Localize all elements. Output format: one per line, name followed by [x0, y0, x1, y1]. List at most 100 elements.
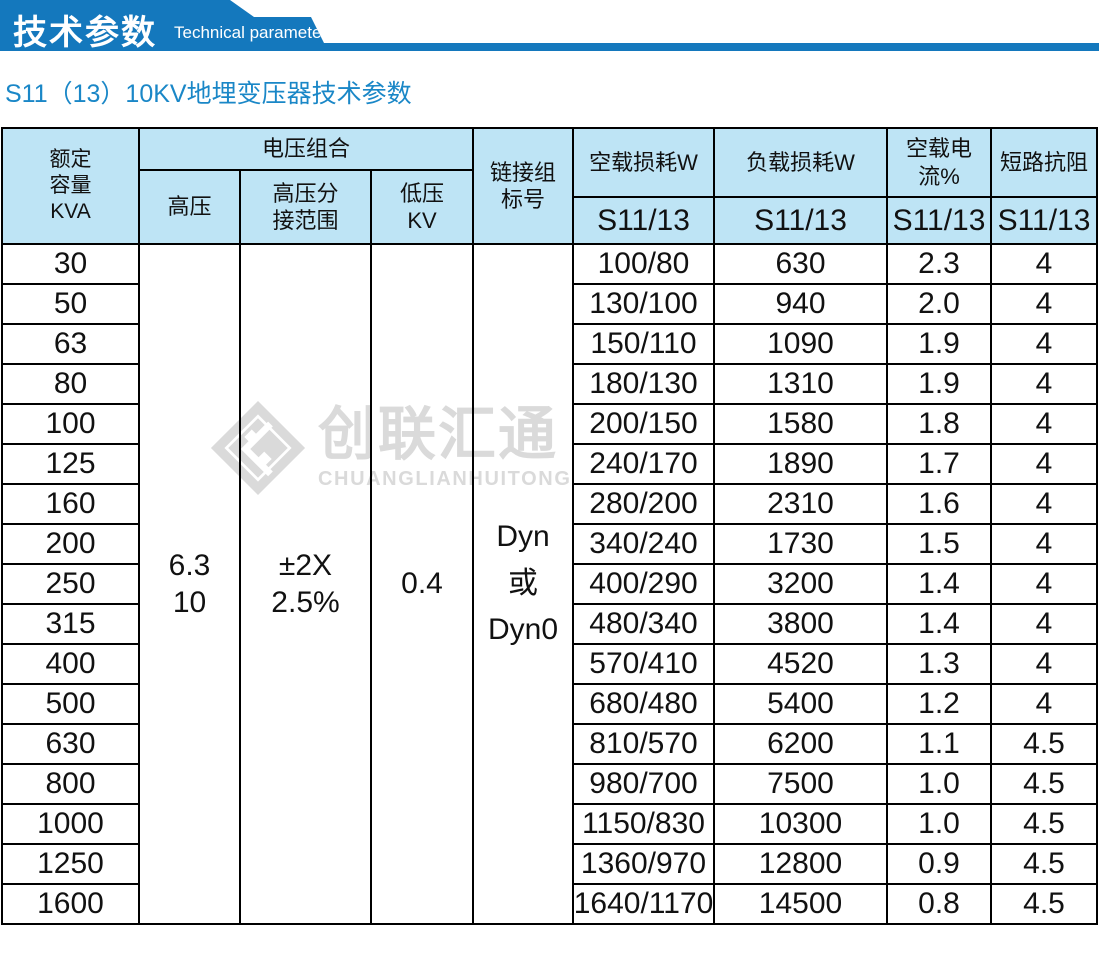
cell-noload: 180/130 — [573, 364, 714, 404]
cell-load: 10300 — [714, 804, 887, 844]
cell-current: 1.1 — [887, 724, 991, 764]
cell-kva: 1600 — [2, 884, 139, 924]
cell-kva: 800 — [2, 764, 139, 804]
cell-current: 1.3 — [887, 644, 991, 684]
cell-noload: 200/150 — [573, 404, 714, 444]
cell-current: 1.4 — [887, 564, 991, 604]
cell-impedance: 4 — [991, 364, 1097, 404]
cell-noload: 810/570 — [573, 724, 714, 764]
banner-title-zh: 技术参数 — [13, 14, 157, 52]
cell-impedance: 4 — [991, 284, 1097, 324]
cell-load: 4520 — [714, 644, 887, 684]
cell-noload: 240/170 — [573, 444, 714, 484]
subheader-noload-current-model: S11/13 — [887, 197, 991, 244]
cell-noload: 1360/970 — [573, 844, 714, 884]
header-rated-capacity: 额定 容量 KVA — [2, 128, 139, 244]
cell-kva: 500 — [2, 684, 139, 724]
cell-noload: 150/110 — [573, 324, 714, 364]
cell-kva: 1250 — [2, 844, 139, 884]
cell-load: 1890 — [714, 444, 887, 484]
cell-kva: 250 — [2, 564, 139, 604]
cell-current: 2.0 — [887, 284, 991, 324]
cell-kva: 630 — [2, 724, 139, 764]
cell-noload: 480/340 — [573, 604, 714, 644]
cell-kva: 315 — [2, 604, 139, 644]
header-low-voltage: 低压 KV — [371, 170, 473, 244]
cell-load: 1730 — [714, 524, 887, 564]
cell-kva: 1000 — [2, 804, 139, 844]
cell-load: 6200 — [714, 724, 887, 764]
cell-current: 1.4 — [887, 604, 991, 644]
cell-kva: 100 — [2, 404, 139, 444]
cell-impedance: 4 — [991, 484, 1097, 524]
cell-load: 1310 — [714, 364, 887, 404]
cell-noload: 1150/830 — [573, 804, 714, 844]
cell-high-voltage-value: 6.3 10 — [139, 244, 240, 924]
cell-current: 2.3 — [887, 244, 991, 284]
cell-noload: 570/410 — [573, 644, 714, 684]
cell-low-voltage-value: 0.4 — [371, 244, 473, 924]
cell-impedance: 4.5 — [991, 804, 1097, 844]
cell-current: 1.5 — [887, 524, 991, 564]
cell-kva: 400 — [2, 644, 139, 684]
cell-kva: 50 — [2, 284, 139, 324]
cell-load: 940 — [714, 284, 887, 324]
subheader-noload-loss-model: S11/13 — [573, 197, 714, 244]
cell-impedance: 4 — [991, 644, 1097, 684]
header-link-group: 链接组 标号 — [473, 128, 573, 244]
header-voltage-group: 电压组合 — [139, 128, 473, 170]
cell-noload: 1640/1170 — [573, 884, 714, 924]
cell-current: 1.7 — [887, 444, 991, 484]
section-subtitle: S11（13）10KV地埋变压器技术参数 — [5, 80, 412, 108]
cell-noload: 340/240 — [573, 524, 714, 564]
cell-noload: 400/290 — [573, 564, 714, 604]
cell-load: 1090 — [714, 324, 887, 364]
header-noload-loss: 空载损耗W — [573, 128, 714, 197]
cell-current: 1.0 — [887, 764, 991, 804]
cell-kva: 30 — [2, 244, 139, 284]
cell-impedance: 4 — [991, 444, 1097, 484]
cell-current: 1.9 — [887, 324, 991, 364]
subheader-impedance-model: S11/13 — [991, 197, 1097, 244]
cell-current: 1.6 — [887, 484, 991, 524]
cell-current: 1.0 — [887, 804, 991, 844]
cell-impedance: 4 — [991, 324, 1097, 364]
cell-current: 1.9 — [887, 364, 991, 404]
cell-tap-range-value: ±2X 2.5% — [240, 244, 371, 924]
cell-current: 1.2 — [887, 684, 991, 724]
technical-parameter-table: 额定 容量 KVA 电压组合 高压 高压分 接范围 低压 KV 链接组 标号 空… — [1, 127, 1098, 925]
cell-load: 7500 — [714, 764, 887, 804]
cell-impedance: 4 — [991, 404, 1097, 444]
cell-kva: 125 — [2, 444, 139, 484]
cell-impedance: 4.5 — [991, 764, 1097, 804]
cell-current: 1.8 — [887, 404, 991, 444]
cell-current: 0.9 — [887, 844, 991, 884]
cell-load: 630 — [714, 244, 887, 284]
header-impedance: 短路抗阻 — [991, 128, 1097, 197]
cell-load: 12800 — [714, 844, 887, 884]
header-high-voltage: 高压 — [139, 170, 240, 244]
cell-load: 1580 — [714, 404, 887, 444]
header-load-loss: 负载损耗W — [714, 128, 887, 197]
cell-load: 14500 — [714, 884, 887, 924]
cell-load: 5400 — [714, 684, 887, 724]
cell-impedance: 4 — [991, 684, 1097, 724]
cell-impedance: 4 — [991, 604, 1097, 644]
cell-kva: 200 — [2, 524, 139, 564]
cell-link-group-value: Dyn 或 Dyn0 — [473, 244, 573, 924]
technical-parameter-banner: 技术参数 Technical parameter — [0, 0, 1099, 51]
cell-current: 0.8 — [887, 884, 991, 924]
cell-impedance: 4 — [991, 564, 1097, 604]
cell-impedance: 4.5 — [991, 884, 1097, 924]
banner-title-en: Technical parameter — [174, 23, 328, 42]
cell-load: 3800 — [714, 604, 887, 644]
header-tap-range: 高压分 接范围 — [240, 170, 371, 244]
subheader-load-loss-model: S11/13 — [714, 197, 887, 244]
cell-impedance: 4.5 — [991, 844, 1097, 884]
cell-kva: 80 — [2, 364, 139, 404]
cell-load: 2310 — [714, 484, 887, 524]
cell-noload: 280/200 — [573, 484, 714, 524]
cell-kva: 63 — [2, 324, 139, 364]
cell-impedance: 4 — [991, 244, 1097, 284]
header-noload-current: 空载电流% — [887, 128, 991, 197]
